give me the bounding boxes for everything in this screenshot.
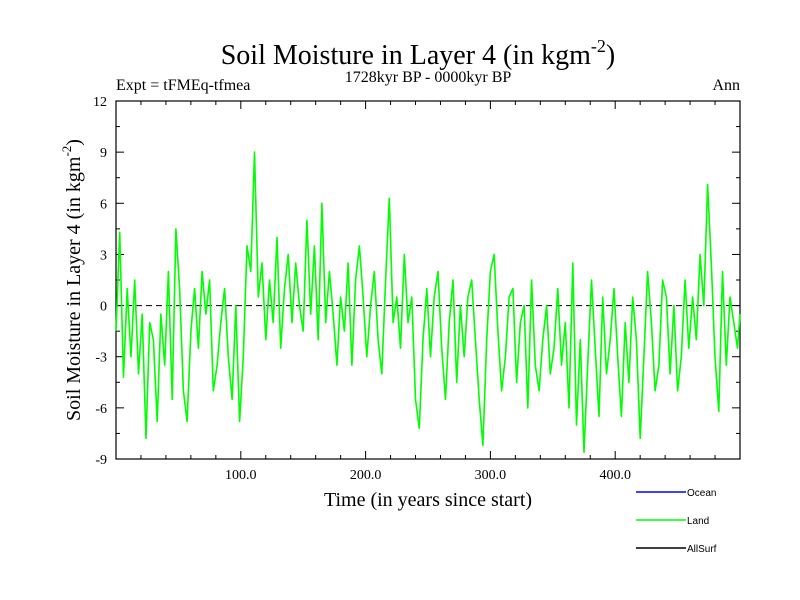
y-tick-label: 3 bbox=[100, 248, 107, 263]
y-axis-title-main: Soil Moisture in Layer 4 (in kgm bbox=[63, 156, 85, 421]
legend-label-ocean: Ocean bbox=[687, 488, 716, 499]
series-line-land bbox=[115, 151, 741, 454]
legend-label-allsurf: AllSurf bbox=[687, 544, 717, 555]
y-axis-title-end: ) bbox=[63, 139, 85, 146]
y-tick-label: -6 bbox=[95, 402, 107, 417]
y-tick-label: 12 bbox=[93, 95, 107, 110]
y-tick-label: -3 bbox=[95, 351, 107, 366]
y-tick-label: 0 bbox=[100, 300, 107, 315]
chart-subtitle: 1728kyr BP - 0000kyr BP bbox=[345, 69, 512, 86]
y-tick-label: -9 bbox=[95, 453, 107, 468]
x-tick-label: 200.0 bbox=[350, 468, 382, 483]
chart-title-main: Soil Moisture in Layer 4 (in kgm bbox=[221, 40, 591, 71]
y-axis-title: Soil Moisture in Layer 4 (in kgm-2) bbox=[59, 139, 85, 421]
chart-title-sup: -2 bbox=[591, 36, 606, 56]
chart-title-end: ) bbox=[606, 40, 615, 71]
y-tick-label: 6 bbox=[100, 197, 107, 212]
x-tick-label: 300.0 bbox=[475, 468, 507, 483]
legend-label-land: Land bbox=[687, 516, 709, 527]
experiment-label: Expt = tFMEq-tfmea bbox=[116, 77, 250, 94]
y-axis-title-sup: -2 bbox=[59, 146, 74, 157]
y-axis: -9 -6 -3 0 3 6 9 12 bbox=[93, 95, 740, 468]
y-tick-label: 9 bbox=[100, 146, 107, 161]
x-tick-label: 400.0 bbox=[599, 468, 631, 483]
season-label: Ann bbox=[712, 77, 740, 94]
x-axis-title: Time (in years since start) bbox=[324, 489, 532, 511]
chart-title: Soil Moisture in Layer 4 (in kgm-2) bbox=[221, 36, 616, 71]
x-axis: 100.0 200.0 300.0 400.0 bbox=[115, 101, 741, 483]
series-layer bbox=[115, 151, 741, 454]
legend: Ocean Land AllSurf bbox=[636, 488, 717, 555]
x-tick-label: 100.0 bbox=[225, 468, 257, 483]
